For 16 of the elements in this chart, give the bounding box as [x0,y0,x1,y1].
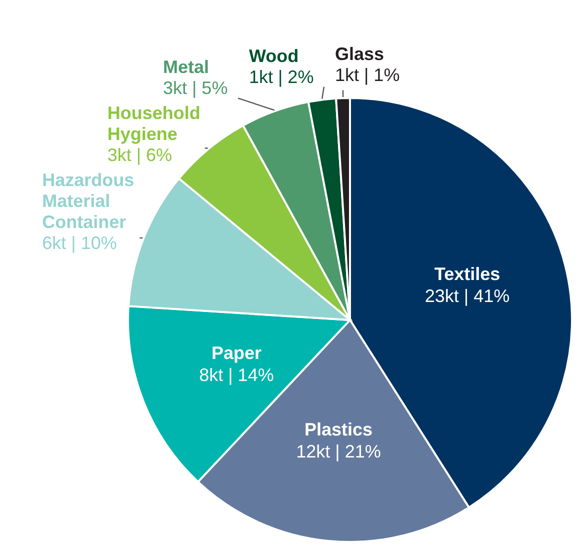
data-label: 12kt | 21% [296,442,381,462]
data-label: 6kt | 10% [42,233,117,254]
data-label: 23kt | 41% [424,286,510,306]
slice-label: Plastics [304,420,373,440]
data-label: 3kt | 5% [162,78,228,98]
slice-label: Wood [248,46,299,66]
slice-label: Paper [211,342,262,363]
slice-label: Metal [162,57,210,78]
data-label: 3kt | 6% [107,145,172,166]
slice-label: Glass [334,44,384,64]
slice-label: Textiles [434,264,500,284]
data-label: 8kt | 14% [199,364,274,385]
data-label: 1kt | 2% [248,66,314,87]
slice-label: Household Hygiene [107,103,200,144]
slice-label: Hazardous Material Container [42,170,134,232]
data-label: 1kt | 1% [334,65,400,86]
